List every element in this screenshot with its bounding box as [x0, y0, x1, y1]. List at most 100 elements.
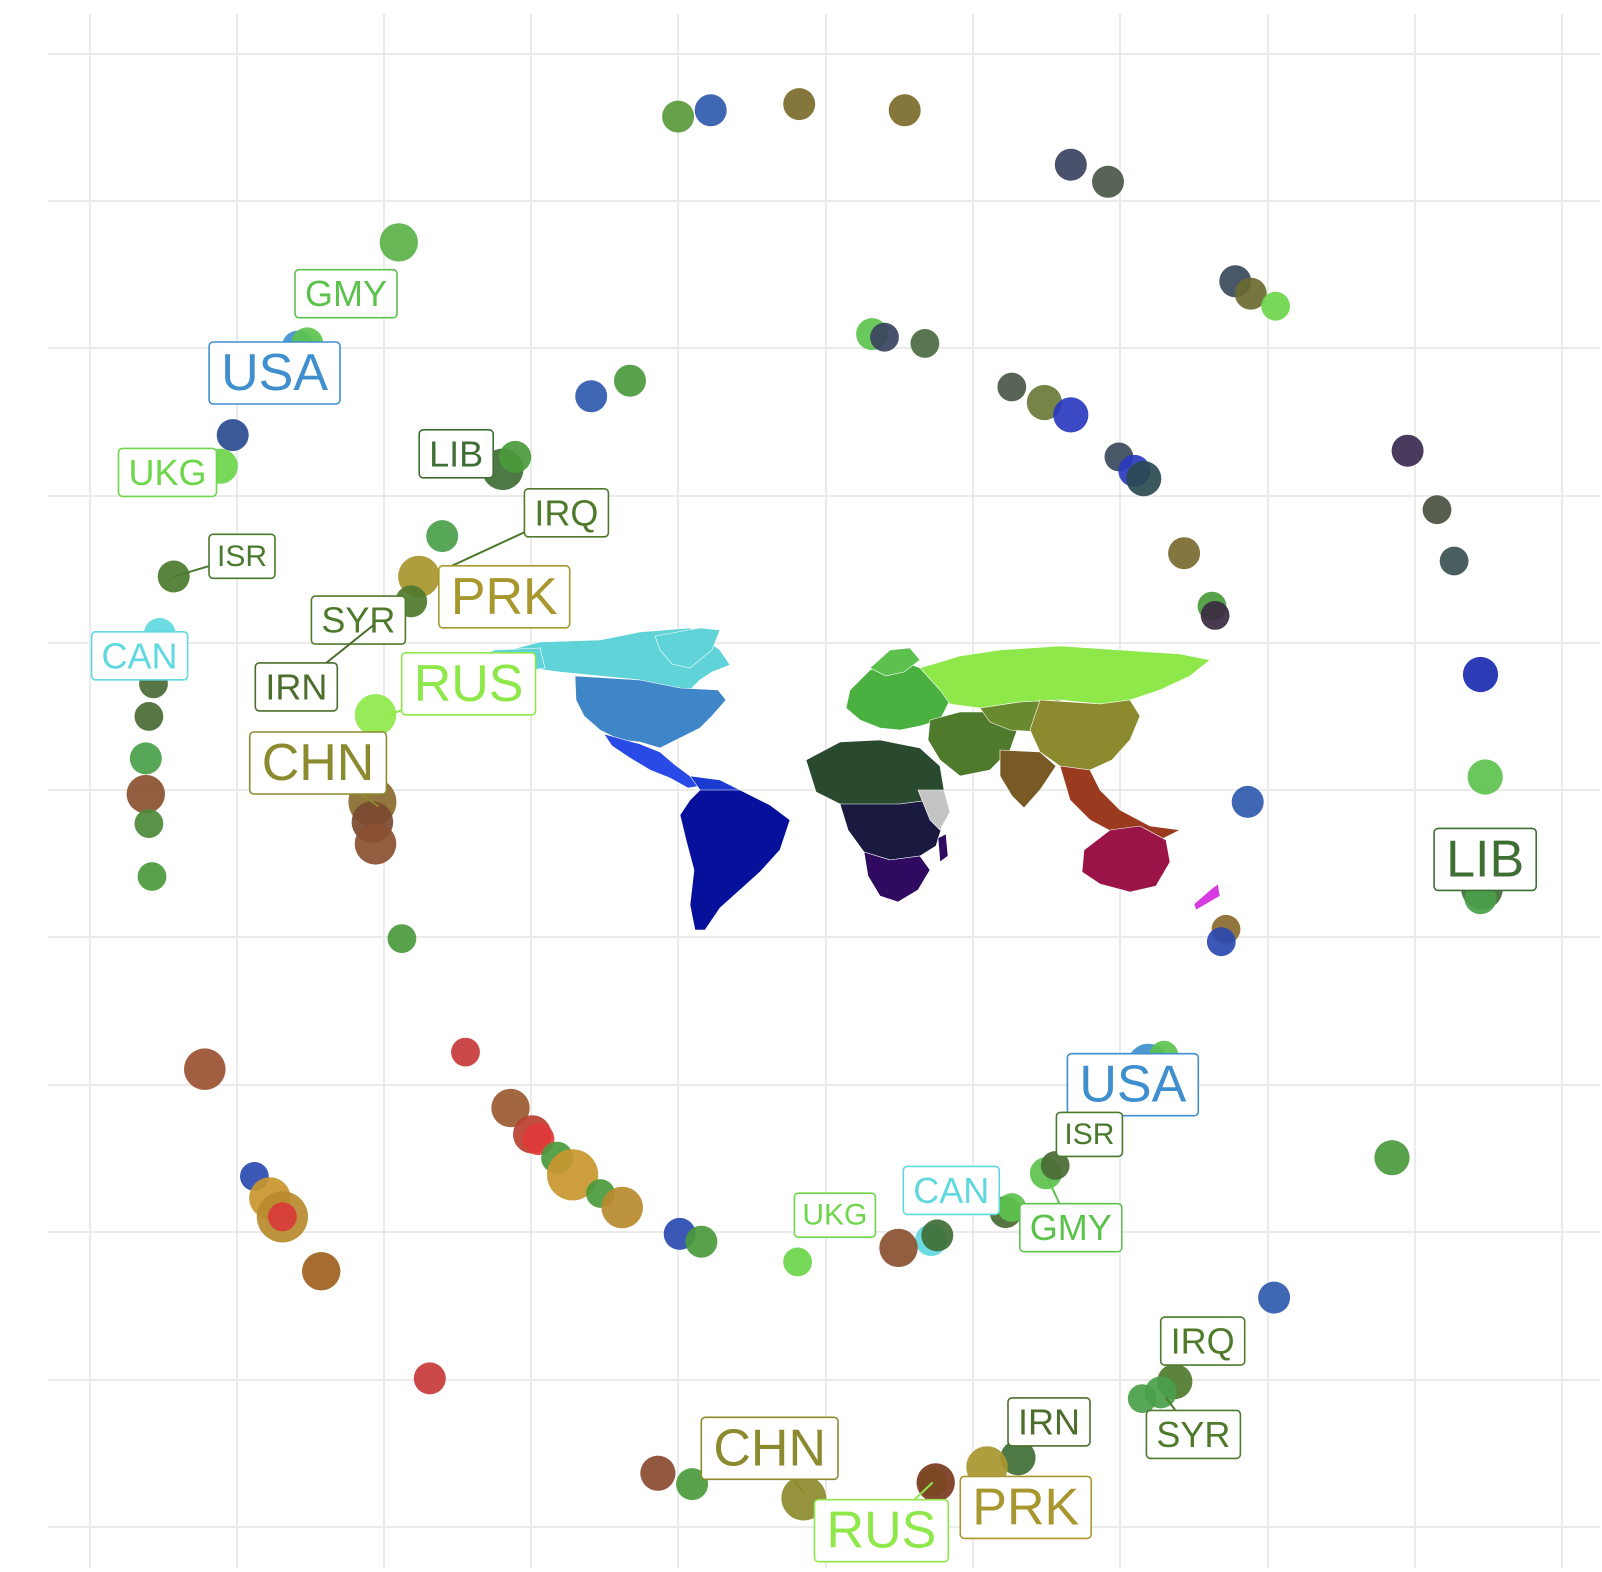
scatter-point — [387, 924, 417, 953]
scatter-point — [129, 742, 162, 775]
map-madagascar — [937, 833, 949, 863]
scatter-point — [126, 774, 165, 814]
country-label-irn: IRN — [1007, 1397, 1091, 1447]
map-southeast-asia — [1059, 765, 1182, 841]
scatter-point — [910, 329, 940, 358]
world-map-inset — [469, 627, 1221, 931]
scatter-point — [268, 1202, 297, 1232]
scatter-point — [614, 364, 646, 397]
map-russia — [919, 645, 1211, 709]
scatter-point — [1467, 759, 1503, 795]
country-label-prk: PRK — [437, 564, 571, 629]
country-label-text: RUS — [827, 1502, 937, 1560]
country-label-box — [1018, 1202, 1123, 1253]
country-label-text: ISR — [217, 540, 267, 573]
country-label-text: RUS — [414, 655, 524, 713]
scatter-point — [1439, 546, 1469, 576]
scatter-point — [575, 380, 608, 413]
scatter-point — [888, 94, 921, 127]
scatter-point — [184, 1048, 226, 1090]
country-label-usa: USA — [1066, 1052, 1200, 1117]
country-label-box — [1433, 827, 1537, 892]
scatter-point — [499, 440, 532, 473]
country-label-box — [117, 447, 218, 498]
country-label-box — [310, 595, 407, 645]
scatter-point — [601, 1186, 643, 1229]
map-mexico — [603, 733, 701, 789]
country-label-rus: RUS — [389, 651, 537, 716]
scatter-point — [1040, 1151, 1070, 1180]
country-label-box — [1066, 1052, 1200, 1117]
country-label-isr: ISR — [173, 533, 276, 580]
country-label-prk: PRK — [959, 1475, 1092, 1540]
country-label-box — [437, 564, 571, 629]
country-label-text: IRQ — [534, 492, 598, 533]
country-label-box — [1159, 1316, 1246, 1366]
scatter-point — [783, 88, 816, 121]
country-label-box — [294, 268, 398, 319]
grid-lines — [48, 14, 1600, 1568]
country-label-box — [1007, 1397, 1091, 1447]
data-points — [126, 88, 1503, 1521]
scatter-point — [1422, 495, 1452, 525]
map-east-africa — [917, 789, 951, 831]
country-label-text: CAN — [913, 1170, 989, 1211]
country-label-box — [208, 341, 341, 405]
country-label-text: ISR — [1064, 1118, 1114, 1151]
country-label-text: SYR — [1156, 1414, 1230, 1455]
scatter-point — [354, 823, 397, 865]
map-south-america — [679, 789, 791, 931]
scatter-point — [354, 694, 397, 736]
country-label-text: UKG — [128, 452, 206, 493]
country-label-text: UKG — [802, 1199, 867, 1232]
country-label-rus: RUS — [813, 1481, 950, 1563]
country-label-text: LIB — [429, 433, 483, 474]
scatter-point — [783, 1247, 812, 1277]
map-china — [1029, 699, 1141, 771]
country-label-chn: CHN — [700, 1416, 839, 1495]
scatter-point — [1200, 601, 1230, 630]
country-label-box — [208, 533, 276, 580]
scatter-point — [451, 1037, 480, 1067]
country-label-box — [959, 1475, 1092, 1540]
country-label-box — [1055, 1111, 1124, 1158]
scatter-point — [413, 1362, 446, 1395]
scatter-point — [879, 1228, 918, 1268]
country-label-text: IRN — [265, 666, 327, 707]
country-label-irq: IRQ — [1159, 1316, 1246, 1366]
scatter-point — [491, 1088, 530, 1128]
country-label-chn: CHN — [248, 731, 388, 808]
scatter-point — [1054, 148, 1087, 181]
scatter-point — [1258, 1281, 1291, 1314]
scatter-point — [694, 94, 727, 127]
scatter-point — [1127, 1384, 1157, 1413]
country-label-text: PRK — [451, 568, 558, 626]
scatter-point — [640, 1455, 676, 1491]
country-label-text: USA — [221, 344, 328, 402]
scatter-point — [1000, 1440, 1036, 1476]
country-label-text: CHN — [262, 734, 375, 792]
scatter-point — [1026, 384, 1062, 421]
scatter-point — [1092, 165, 1124, 198]
country-label-text: CHN — [713, 1419, 826, 1477]
country-label-box — [700, 1416, 839, 1481]
country-label-gmy: GMY — [1018, 1177, 1123, 1253]
scatter-point — [547, 1149, 599, 1201]
map-south-africa — [863, 851, 931, 903]
country-label-can: CAN — [902, 1165, 1001, 1216]
scatter-point — [921, 1219, 954, 1252]
country-label-irq: IRQ — [441, 487, 610, 572]
scatter-point — [1261, 291, 1290, 321]
country-label-text: IRN — [1018, 1401, 1080, 1442]
country-label-box — [793, 1192, 877, 1238]
country-label-lib: LIB — [418, 428, 495, 479]
scatter-point — [379, 223, 418, 262]
country-label-ukg: UKG — [793, 1192, 877, 1238]
country-label-box — [400, 651, 537, 716]
map-central-africa — [839, 799, 945, 861]
country-label-syr: SYR — [1145, 1396, 1242, 1460]
scatter-point — [302, 1252, 341, 1291]
country-label-box — [902, 1165, 1001, 1216]
country-label-box — [248, 731, 388, 795]
scatter-point — [916, 1463, 955, 1502]
